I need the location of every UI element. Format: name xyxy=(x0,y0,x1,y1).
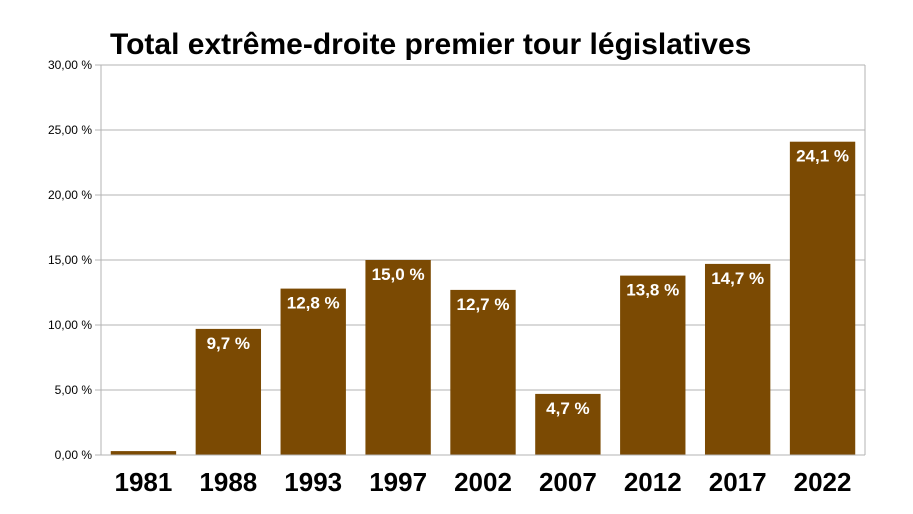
bar xyxy=(620,275,686,455)
bar xyxy=(535,393,601,455)
data-label: 24,1 % xyxy=(796,147,849,166)
bar xyxy=(450,289,516,455)
data-labels: 9,7 % 12,8 % 15,0 % 12,7 % 4,7 % 13,8 % 14,7 %… xyxy=(207,147,849,418)
x-tick-label: 2007 xyxy=(539,467,597,497)
chart-title: Total extrême-droite premier tour législ… xyxy=(110,28,751,61)
data-label: 9,7 % xyxy=(207,334,250,353)
bar xyxy=(789,141,856,455)
y-axis-tick-labels: 0,00 % 5,00 % 10,00 % 15,00 % 20,00 % 25,00 %… xyxy=(48,58,92,462)
data-label: 4,7 % xyxy=(546,399,589,418)
x-tick-label: 2002 xyxy=(454,467,512,497)
bar xyxy=(365,260,431,455)
x-tick-label: 1981 xyxy=(115,467,173,497)
bar xyxy=(704,263,771,455)
data-label: 14,7 % xyxy=(711,269,764,288)
x-tick-label: 2012 xyxy=(624,467,682,497)
x-tick-label: 2017 xyxy=(709,467,767,497)
data-label: 12,8 % xyxy=(287,294,340,313)
y-tick-label: 25,00 % xyxy=(48,123,92,137)
data-label: 12,7 % xyxy=(457,295,510,314)
y-tick-label: 5,00 % xyxy=(55,383,93,397)
data-label: 13,8 % xyxy=(626,281,679,300)
y-tick-label: 15,00 % xyxy=(48,253,92,267)
x-tick-label: 1993 xyxy=(284,467,342,497)
axes xyxy=(100,65,866,456)
bar xyxy=(110,451,177,455)
x-tick-label: 1988 xyxy=(199,467,257,497)
bars xyxy=(110,141,856,455)
bar xyxy=(280,288,346,455)
bar xyxy=(195,328,262,455)
data-label: 15,0 % xyxy=(372,265,425,284)
x-axis-tick-labels: 1981 1988 1993 1997 2002 2007 2012 2017 2022 xyxy=(115,467,852,497)
x-tick-label: 1997 xyxy=(369,467,427,497)
y-tick-label: 0,00 % xyxy=(55,448,93,462)
y-tick-label: 10,00 % xyxy=(48,318,92,332)
x-tick-label: 2022 xyxy=(794,467,852,497)
y-tick-label: 20,00 % xyxy=(48,188,92,202)
y-tick-label: 30,00 % xyxy=(48,58,92,72)
